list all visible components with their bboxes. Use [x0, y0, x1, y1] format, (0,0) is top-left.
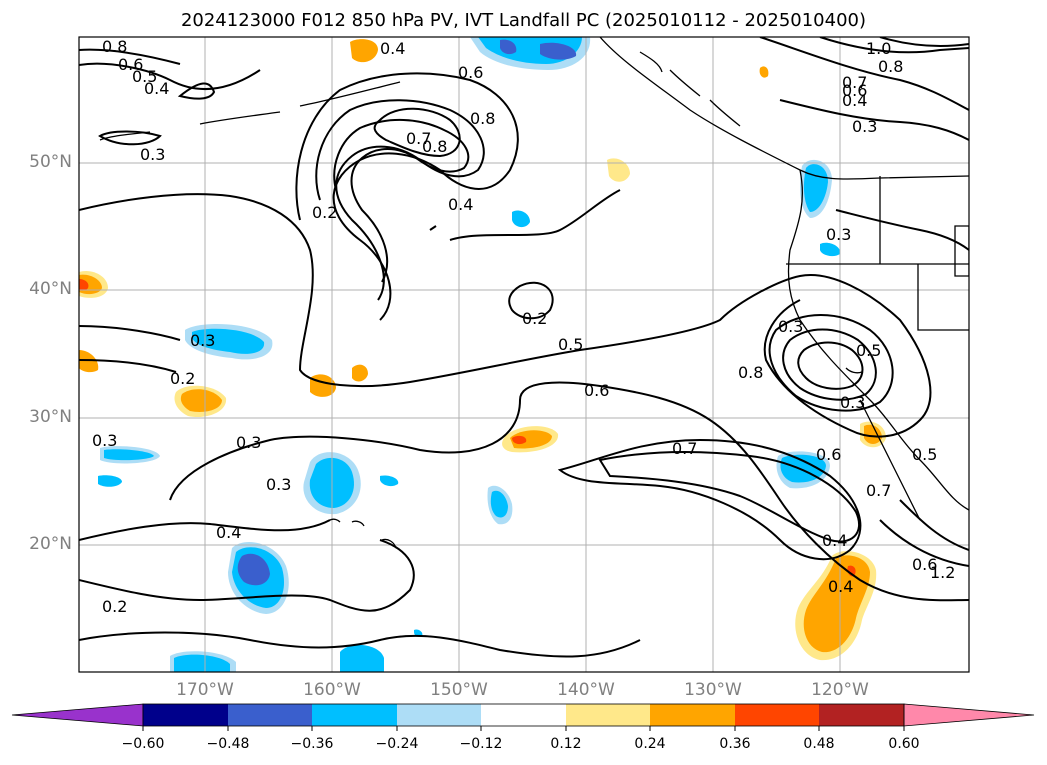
contour-label: 0.5 — [856, 341, 881, 360]
ivt-shading — [79, 37, 886, 672]
contour-label: 1.2 — [930, 563, 955, 582]
contour-label: 0.6 — [912, 555, 937, 574]
contour-label: 0.3 — [852, 117, 877, 136]
contour-label: 0.5 — [558, 335, 583, 354]
contour-labels: 0.8 0.6 0.5 0.4 0.3 0.4 0.6 0.8 0.7 0.8 … — [92, 37, 955, 616]
contour-label: 0.4 — [380, 39, 405, 58]
colorbar-tick: −0.48 — [206, 736, 250, 752]
colorbar-tick: 0.36 — [719, 736, 751, 752]
contour-label: 0.2 — [102, 597, 127, 616]
contour-label: 0.4 — [144, 79, 169, 98]
contour-label: 0.3 — [826, 225, 851, 244]
contour-label: 0.4 — [842, 91, 867, 110]
contour-label: 0.7 — [866, 481, 891, 500]
colorbar-extend-min — [11, 703, 144, 727]
colorbar — [11, 703, 1035, 731]
contour-label: 0.4 — [216, 523, 241, 542]
lon-label-170w: 170°W — [176, 680, 234, 700]
contour-label: 0.6 — [816, 445, 841, 464]
contour-label: 0.7 — [842, 73, 867, 92]
colorbar-tick: 0.48 — [803, 736, 835, 752]
contour-label: 0.3 — [190, 331, 215, 350]
lon-label-160w: 160°W — [303, 680, 361, 700]
map-frame — [78, 36, 970, 673]
coastlines — [99, 37, 969, 549]
colorbar-tick: 0.12 — [550, 736, 582, 752]
contour-label: 0.3 — [266, 475, 291, 494]
contour-label: 0.5 — [132, 67, 157, 86]
gridlines — [79, 37, 969, 672]
contour-label: 0.6 — [118, 55, 143, 74]
contour-label: 0.7 — [406, 129, 431, 148]
colorbar-tick: −0.36 — [290, 736, 334, 752]
contour-label: 0.6 — [584, 381, 609, 400]
lon-label-150w: 150°W — [430, 680, 488, 700]
colorbar-tick: 0.60 — [888, 736, 920, 752]
colorbar-extend-max — [903, 703, 1035, 727]
pv-contours — [79, 37, 969, 658]
contour-label: 0.4 — [828, 577, 853, 596]
lat-label-50n: 50°N — [29, 152, 72, 172]
contour-label: 0.4 — [822, 531, 847, 550]
contour-label: 0.8 — [738, 363, 763, 382]
lon-label-120w: 120°W — [811, 680, 869, 700]
lon-label-130w: 130°W — [684, 680, 742, 700]
lat-label-20n: 20°N — [29, 534, 72, 554]
contour-label: 0.8 — [422, 137, 447, 156]
contour-label: 0.3 — [840, 393, 865, 412]
contour-label: 0.4 — [448, 195, 473, 214]
contour-label: 0.2 — [312, 203, 337, 222]
contour-label: 0.6 — [458, 63, 483, 82]
contour-label: 0.5 — [912, 445, 937, 464]
contour-label: 0.8 — [102, 37, 127, 56]
lon-label-140w: 140°W — [557, 680, 615, 700]
colorbar-tick: 0.24 — [634, 736, 666, 752]
contour-label: 0.7 — [672, 439, 697, 458]
contour-label: 0.8 — [470, 109, 495, 128]
colorbar-tick: −0.12 — [459, 736, 503, 752]
colorbar-tick: −0.60 — [121, 736, 165, 752]
contour-label: 0.3 — [140, 145, 165, 164]
contour-label: 0.3 — [92, 431, 117, 450]
contour-label: 0.3 — [236, 433, 261, 452]
contour-label: 0.3 — [778, 317, 803, 336]
figure-title: 2024123000 F012 850 hPa PV, IVT Landfall… — [180, 10, 867, 31]
contour-label: 1.0 — [866, 39, 891, 58]
lat-label-40n: 40°N — [29, 279, 72, 299]
contour-label: 0.6 — [842, 81, 867, 100]
contour-label: 0.8 — [878, 57, 903, 76]
colorbar-tick: −0.24 — [375, 736, 419, 752]
contour-label: 0.2 — [170, 369, 195, 388]
lat-label-30n: 30°N — [29, 407, 72, 427]
contour-label: 0.2 — [522, 309, 547, 328]
